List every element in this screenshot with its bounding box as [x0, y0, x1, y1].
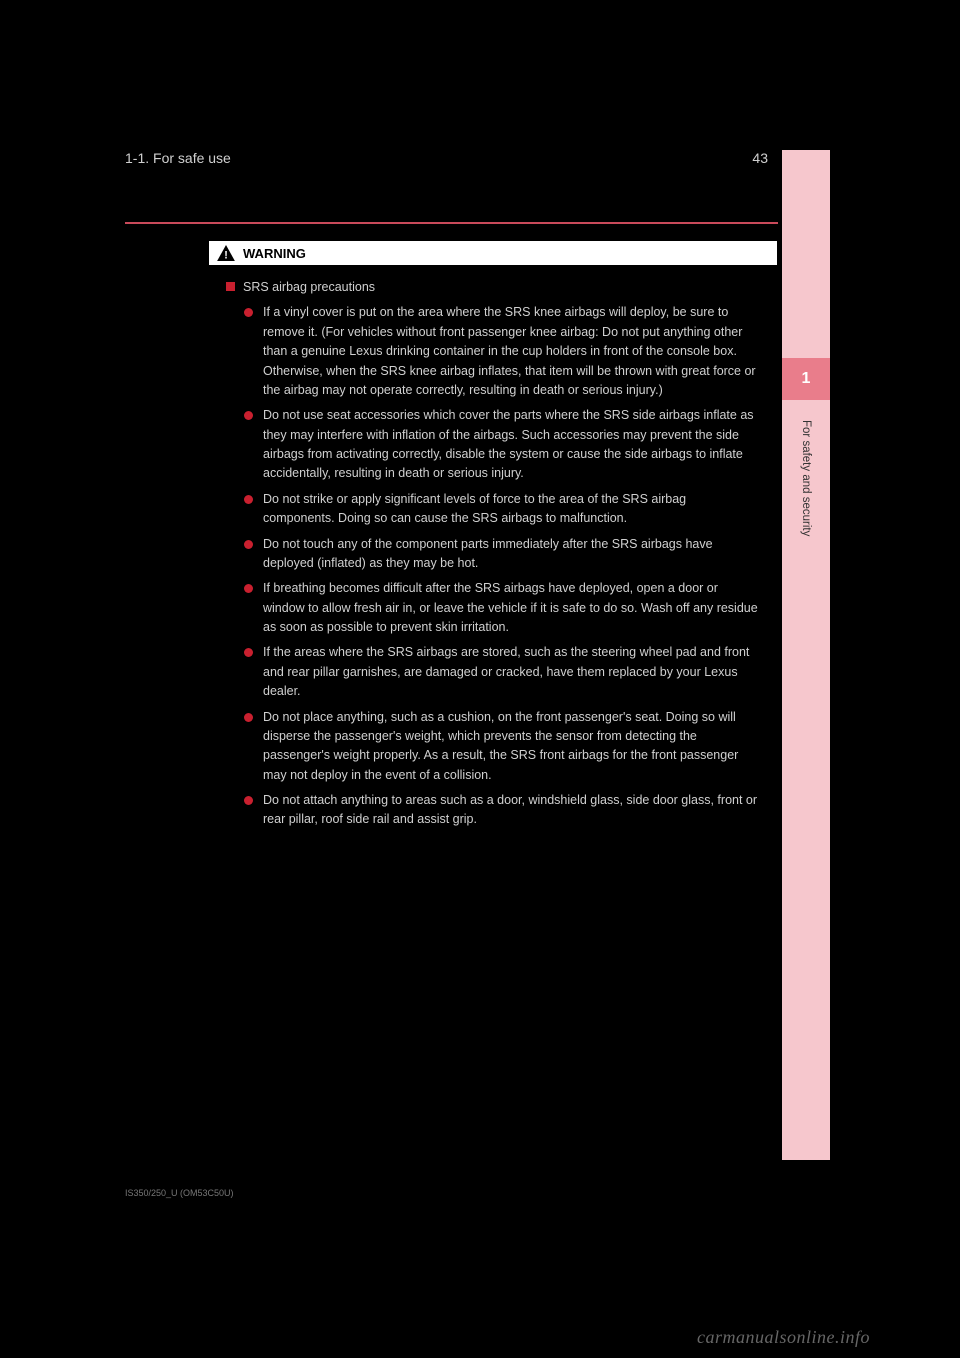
- section-square-icon: [226, 282, 235, 291]
- warning-box: ! WARNING SRS airbag precautions If a vi…: [208, 240, 778, 854]
- warning-bullet: If the areas where the SRS airbags are s…: [226, 643, 760, 701]
- watermark: carmanualsonline.info: [697, 1327, 870, 1348]
- warning-bullet-text: If the areas where the SRS airbags are s…: [263, 643, 760, 701]
- svg-text:!: !: [224, 249, 228, 261]
- warning-bullet: Do not touch any of the component parts …: [226, 535, 760, 574]
- side-tab-chapter-label: For safety and security: [782, 410, 830, 610]
- warning-section-title-row: SRS airbag precautions: [226, 278, 760, 297]
- bullet-dot-icon: [244, 796, 253, 805]
- warning-section-heading: SRS airbag precautions: [243, 278, 375, 297]
- warning-content: SRS airbag precautions If a vinyl cover …: [208, 266, 778, 854]
- header-divider: [125, 222, 778, 224]
- warning-bullet-text: Do not place anything, such as a cushion…: [263, 708, 760, 786]
- side-tab-label-text: For safety and security: [800, 420, 812, 536]
- section-header: 1-1. For safe use: [125, 150, 231, 166]
- warning-bullet: Do not place anything, such as a cushion…: [226, 708, 760, 786]
- warning-header: ! WARNING: [208, 240, 778, 266]
- warning-bullet-text: If breathing becomes difficult after the…: [263, 579, 760, 637]
- side-tab-background: [782, 150, 830, 1160]
- page-number: 43: [752, 150, 768, 166]
- warning-bullet-text: Do not touch any of the component parts …: [263, 535, 760, 574]
- warning-bullet: If a vinyl cover is put on the area wher…: [226, 303, 760, 400]
- warning-bullet-text: Do not strike or apply significant level…: [263, 490, 760, 529]
- warning-bullet-text: Do not attach anything to areas such as …: [263, 791, 760, 830]
- bullet-dot-icon: [244, 584, 253, 593]
- warning-bullet-text: Do not use seat accessories which cover …: [263, 406, 760, 484]
- warning-bullet: If breathing becomes difficult after the…: [226, 579, 760, 637]
- warning-bullet: Do not attach anything to areas such as …: [226, 791, 760, 830]
- bullet-dot-icon: [244, 411, 253, 420]
- document-code: IS350/250_U (OM53C50U): [125, 1188, 234, 1198]
- manual-page: 1-1. For safe use 43 ! WARNING SRS airba…: [125, 150, 778, 1180]
- bullet-dot-icon: [244, 713, 253, 722]
- bullet-dot-icon: [244, 495, 253, 504]
- warning-bullet: Do not use seat accessories which cover …: [226, 406, 760, 484]
- warning-title: WARNING: [243, 246, 306, 261]
- side-tab-chapter-number: 1: [782, 358, 830, 400]
- bullet-dot-icon: [244, 308, 253, 317]
- warning-bullet: Do not strike or apply significant level…: [226, 490, 760, 529]
- bullet-dot-icon: [244, 540, 253, 549]
- warning-triangle-icon: !: [217, 245, 235, 261]
- bullet-dot-icon: [244, 648, 253, 657]
- warning-bullet-text: If a vinyl cover is put on the area wher…: [263, 303, 760, 400]
